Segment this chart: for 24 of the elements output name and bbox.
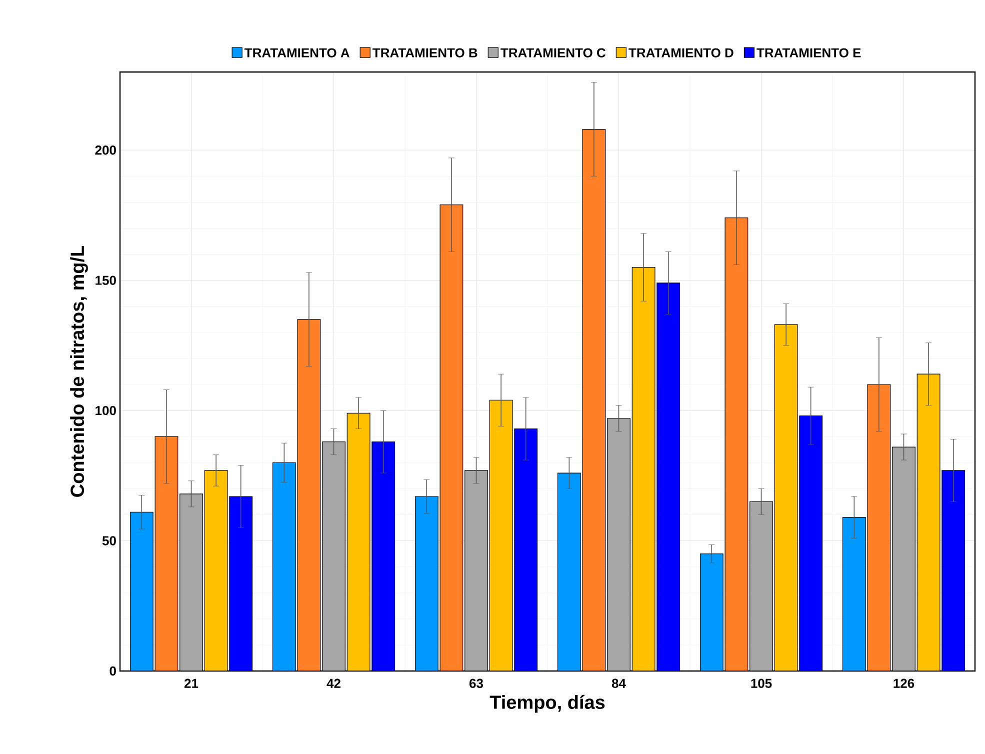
legend-label: TRATAMIENTO B: [372, 48, 478, 58]
y-axis-title: Contenido de nitratos, mg/L: [70, 246, 88, 497]
bar: [607, 418, 630, 671]
x-tick-label: 21: [184, 678, 198, 688]
legend-label: TRATAMIENTO A: [244, 48, 350, 58]
y-tick-label: 0: [110, 666, 116, 676]
x-tick-label: 42: [326, 678, 340, 688]
y-tick-label: 100: [96, 406, 116, 416]
bar: [750, 501, 773, 671]
y-tick-label: 200: [95, 146, 116, 155]
legend-label: TRATAMIENTO C: [500, 48, 606, 58]
x-tick-label: 105: [751, 678, 772, 688]
bar: [464, 470, 488, 671]
x-tick-label: 126: [894, 678, 914, 688]
y-tick-label: 150: [96, 276, 116, 285]
x-tick-label: 63: [469, 678, 484, 688]
x-axis-title: Tiempo, días: [490, 694, 605, 713]
bar: [322, 442, 346, 671]
bar: [180, 494, 203, 671]
legend-label: TRATAMIENTO E: [756, 48, 861, 58]
x-tick-label: 84: [612, 678, 626, 688]
y-tick-label: 50: [102, 536, 116, 546]
legend-label: TRATAMIENTO D: [628, 48, 734, 58]
bar: [892, 446, 916, 671]
